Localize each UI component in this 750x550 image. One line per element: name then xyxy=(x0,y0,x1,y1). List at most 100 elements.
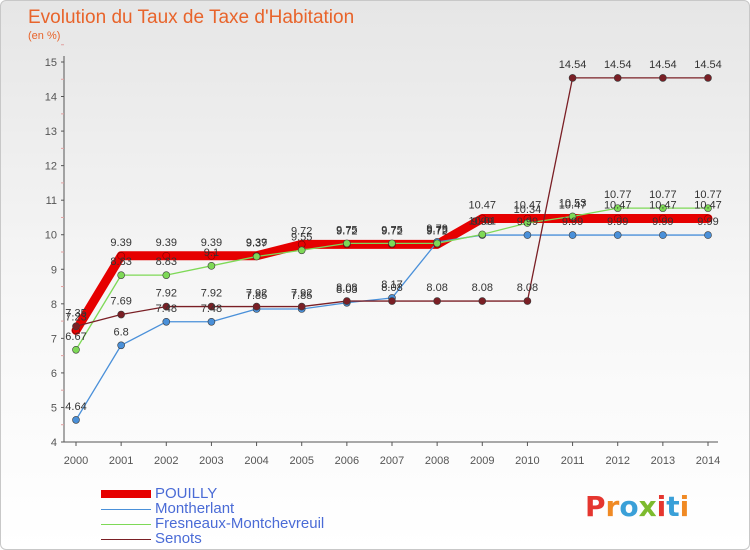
data-label-senots: 7.92 xyxy=(156,288,177,300)
data-label-montherlant: 7.85 xyxy=(291,290,312,302)
data-point-senots xyxy=(478,297,487,305)
y-tick-label: 12 xyxy=(45,161,57,173)
data-label-fresneaux-montchevreuil: 10.53 xyxy=(559,197,587,209)
data-point-pouilly xyxy=(659,214,667,223)
data-point-senots xyxy=(568,74,577,82)
chart-title: Evolution du Taux de Taxe d'Habitation xyxy=(28,7,355,28)
legend-label-senots: Senots xyxy=(155,530,202,547)
y-tick-label: 13 xyxy=(45,126,57,138)
data-label-pouilly: 10.47 xyxy=(559,199,587,211)
data-label-fresneaux-montchevreuil: 9.75 xyxy=(426,224,447,236)
data-label-montherlant: 9.99 xyxy=(517,216,538,228)
data-label-fresneaux-montchevreuil: 9.75 xyxy=(336,224,357,236)
data-label-senots: 7.92 xyxy=(291,288,312,300)
x-tick-label: 2008 xyxy=(425,455,449,467)
y-tick-label: 11 xyxy=(46,195,57,207)
y-tick-label: 4 xyxy=(51,437,57,449)
data-point-montherlant xyxy=(523,231,532,239)
data-label-fresneaux-montchevreuil: 10.77 xyxy=(649,189,677,201)
data-label-fresneaux-montchevreuil: 9.1 xyxy=(204,247,219,259)
data-point-montherlant xyxy=(117,341,125,350)
data-point-pouilly xyxy=(704,214,712,223)
legend-label-pouilly: POUILLY xyxy=(155,485,218,502)
data-label-montherlant: 9.99 xyxy=(697,216,718,228)
x-tick-label: 2007 xyxy=(380,455,404,467)
x-tick-label: 2005 xyxy=(289,455,313,467)
legend-swatch-montherlant xyxy=(101,509,151,510)
x-tick-label: 2002 xyxy=(154,455,178,467)
data-label-montherlant: 7.48 xyxy=(156,303,177,315)
data-point-senots xyxy=(433,297,441,305)
data-label-senots: 8.08 xyxy=(472,282,493,294)
y-tick-label: 6 xyxy=(51,368,57,380)
data-label-montherlant: 8.17 xyxy=(381,279,402,291)
data-label-fresneaux-montchevreuil: 9.55 xyxy=(291,231,312,243)
data-label-pouilly: 10.47 xyxy=(469,199,497,211)
logo-letter: i xyxy=(679,490,690,523)
x-tick-label: 2000 xyxy=(64,455,88,467)
data-point-fresneaux-montchevreuil xyxy=(659,204,667,212)
x-tick-label: 2009 xyxy=(470,455,494,467)
data-label-fresneaux-montchevreuil: 8.83 xyxy=(110,256,131,268)
logo-letter: P xyxy=(585,490,606,523)
data-point-pouilly xyxy=(162,252,171,260)
data-point-senots xyxy=(117,310,125,319)
x-tick-label: 2014 xyxy=(696,455,720,467)
data-label-montherlant: 7.48 xyxy=(201,303,222,315)
data-point-senots xyxy=(659,74,667,82)
data-label-pouilly: 9.39 xyxy=(246,237,267,249)
data-label-senots: 7.92 xyxy=(201,288,222,300)
data-point-senots xyxy=(297,302,306,311)
data-point-montherlant xyxy=(207,317,216,326)
x-tick-label: 2012 xyxy=(605,455,629,467)
data-point-senots xyxy=(162,302,171,311)
data-point-montherlant xyxy=(659,231,667,239)
data-point-fresneaux-montchevreuil xyxy=(343,239,351,248)
data-point-senots xyxy=(704,74,712,82)
y-tick-label: 9 xyxy=(51,264,57,276)
data-label-montherlant: 4.64 xyxy=(65,401,86,413)
data-label-fresneaux-montchevreuil: 10.77 xyxy=(694,189,722,201)
data-label-senots: 8.08 xyxy=(336,282,357,294)
data-label-fresneaux-montchevreuil: 9.37 xyxy=(246,237,267,249)
y-tick-label: 14 xyxy=(45,92,57,104)
legend-swatch-fresneaux-montchevreuil xyxy=(101,524,151,525)
data-point-montherlant xyxy=(568,231,577,239)
data-label-pouilly: 10.47 xyxy=(604,199,632,211)
data-point-fresneaux-montchevreuil xyxy=(478,230,487,239)
data-label-pouilly: 9.39 xyxy=(156,237,177,249)
data-label-senots: 14.54 xyxy=(559,59,587,71)
data-point-montherlant xyxy=(72,416,80,424)
data-label-montherlant: 9.99 xyxy=(607,216,628,228)
data-point-senots xyxy=(343,297,351,305)
y-tick-label: 10 xyxy=(45,230,57,242)
data-label-pouilly: 9.72 xyxy=(336,225,357,237)
data-point-senots xyxy=(523,297,532,305)
data-label-pouilly: 9.39 xyxy=(201,237,222,249)
y-tick-label: 15 xyxy=(45,57,57,69)
data-label-pouilly: 10.47 xyxy=(514,199,542,211)
data-label-pouilly: 9.39 xyxy=(110,237,131,249)
data-label-senots: 8.08 xyxy=(517,282,538,294)
data-point-fresneaux-montchevreuil xyxy=(388,239,396,248)
data-point-senots xyxy=(613,74,622,82)
x-tick-label: 2001 xyxy=(109,455,133,467)
logo-letter: i xyxy=(656,490,667,523)
y-tick-label: 8 xyxy=(51,299,57,311)
legend-swatch-senots xyxy=(101,539,151,540)
data-point-senots xyxy=(388,297,396,305)
data-label-pouilly: 10.47 xyxy=(694,199,722,211)
data-label-montherlant: 9.99 xyxy=(472,216,493,228)
data-label-pouilly: 7.23 xyxy=(65,311,86,323)
data-label-senots: 14.54 xyxy=(604,59,632,71)
data-label-senots: 7.69 xyxy=(110,296,131,308)
data-point-fresneaux-montchevreuil xyxy=(613,204,622,212)
y-tick-label: 5 xyxy=(51,402,57,414)
data-label-fresneaux-montchevreuil: 6.67 xyxy=(65,331,86,343)
data-point-fresneaux-montchevreuil xyxy=(297,246,306,255)
data-point-senots xyxy=(252,302,261,311)
data-point-senots xyxy=(207,302,216,311)
proxiti-logo: Proxiti xyxy=(585,490,689,523)
data-label-montherlant: 9.79 xyxy=(426,223,447,235)
